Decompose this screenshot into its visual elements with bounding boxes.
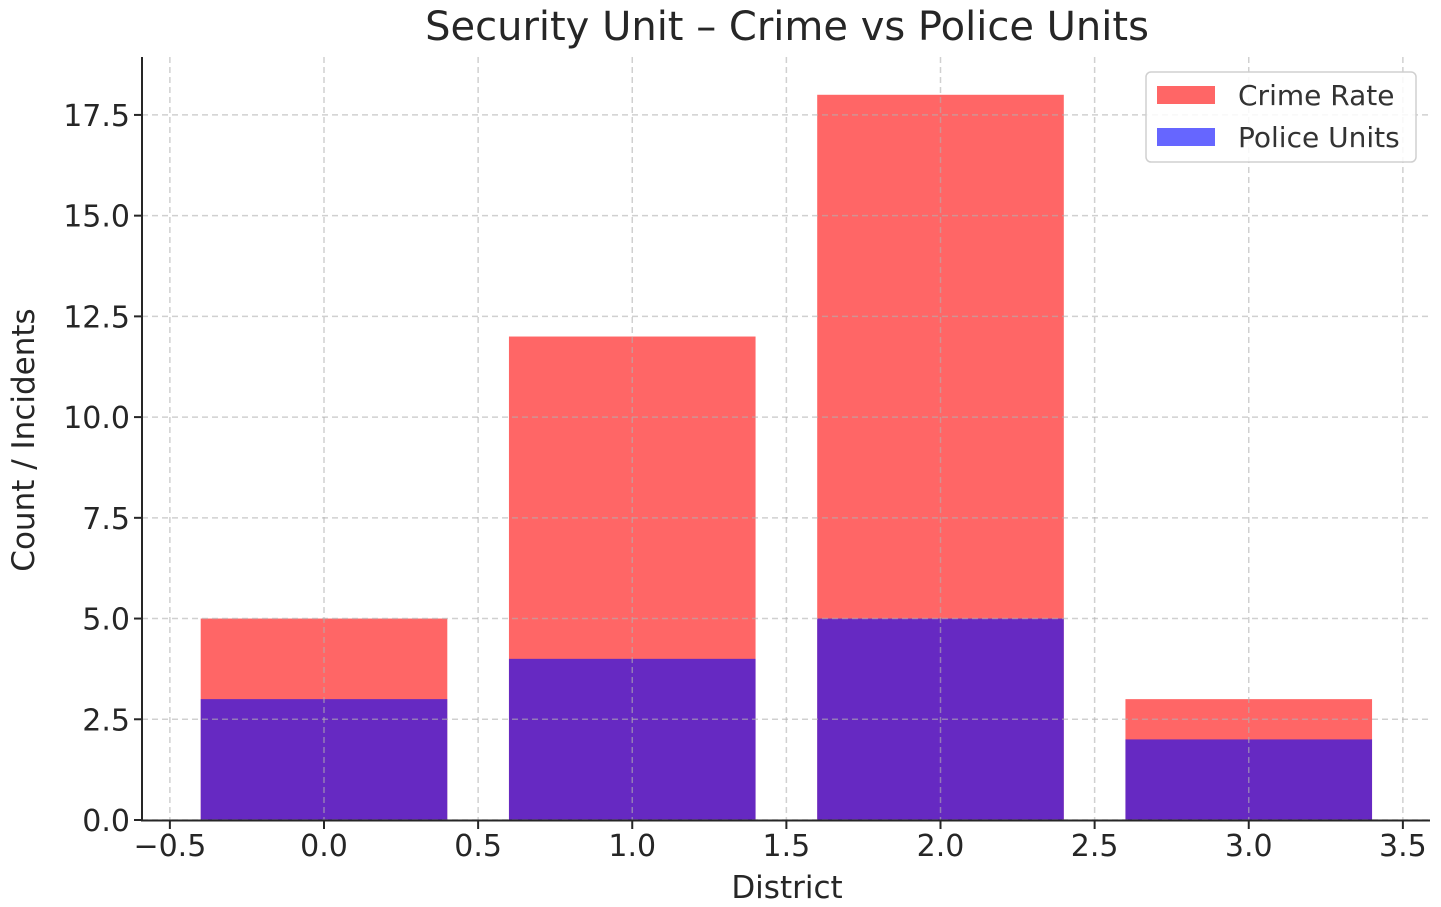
- y-tick-label: 0.0: [82, 804, 130, 839]
- x-tick-label: 1.5: [763, 829, 811, 864]
- y-axis-label: Count / Incidents: [6, 308, 42, 571]
- y-tick-label: 15.0: [63, 200, 130, 235]
- legend-label-police-units: Police Units: [1238, 121, 1400, 154]
- y-tick-label: 7.5: [82, 502, 130, 537]
- x-tick-label: 0.0: [300, 829, 348, 864]
- y-tick-label: 17.5: [63, 99, 130, 134]
- x-tick-label: 2.0: [917, 829, 965, 864]
- chart-title: Security Unit – Crime vs Police Units: [425, 4, 1149, 50]
- legend-label-crime-rate: Crime Rate: [1238, 79, 1394, 112]
- x-tick-label: 3.5: [1379, 829, 1427, 864]
- legend: Crime Rate Police Units: [1145, 71, 1417, 163]
- legend-swatch-crime-rate: [1157, 86, 1215, 104]
- x-axis-label: District: [731, 870, 842, 906]
- x-tick-label: −0.5: [133, 829, 206, 864]
- x-tick-label: 2.5: [1071, 829, 1119, 864]
- legend-swatch-police-units: [1157, 128, 1215, 146]
- x-ticks: −0.5 0.0 0.5 1.0 1.5 2.0 2.5 3.0 3.5: [133, 821, 1427, 864]
- y-tick-label: 10.0: [63, 401, 130, 436]
- y-ticks: 0.0 2.5 5.0 7.5 10.0 12.5 15.0 17.5: [63, 99, 142, 839]
- y-tick-label: 12.5: [63, 300, 130, 335]
- axes: [141, 57, 1430, 822]
- y-tick-label: 2.5: [82, 703, 130, 738]
- x-tick-label: 1.0: [608, 829, 656, 864]
- x-tick-label: 0.5: [454, 829, 502, 864]
- x-tick-label: 3.0: [1225, 829, 1273, 864]
- y-tick-label: 5.0: [82, 603, 130, 638]
